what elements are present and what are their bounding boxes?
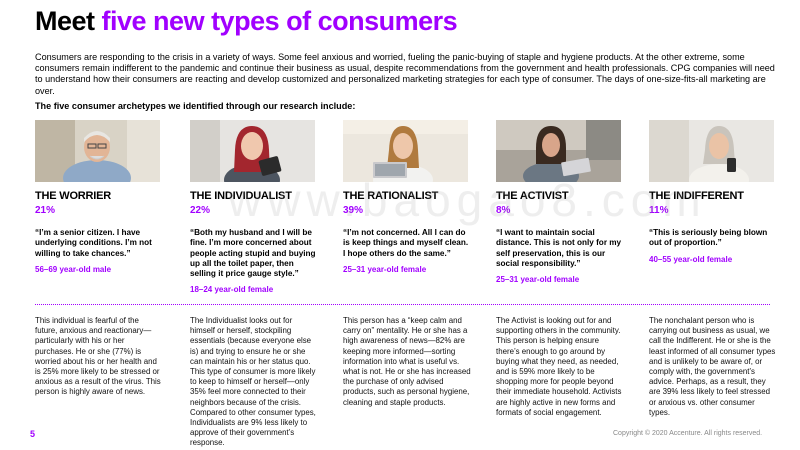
archetype-percent: 39% [343, 205, 364, 216]
archetype-quote: “I’m a senior citizen. I have underlying… [35, 228, 152, 258]
archetype-description-activist: The Activist is looking out for and supp… [496, 316, 622, 417]
archetype-description-indifferent: The nonchalant person who is carrying ou… [649, 316, 776, 417]
title-highlight: five new types of consumers [101, 6, 458, 36]
page-number: 5 [30, 429, 36, 439]
archetype-percent: 21% [35, 205, 56, 216]
archetype-age: 18–24 year-old female [190, 285, 274, 295]
archetype-indifferent: THE INDIFFERENT 11% “This is seriously b… [649, 120, 779, 264]
archetype-name: THE RATIONALIST [343, 190, 439, 202]
archetype-name: THE ACTIVIST [496, 190, 569, 202]
archetype-worrier: THE WORRIER 21% “I’m a senior citizen. I… [35, 120, 165, 274]
archetype-rationalist: THE RATIONALIST 39% “I’m not concerned. … [343, 120, 473, 274]
archetype-percent: 22% [190, 205, 211, 216]
senior-man-photo [35, 120, 160, 182]
archetype-age: 56–69 year-old male [35, 264, 112, 274]
archetype-quote: “This is seriously being blown out of pr… [649, 228, 768, 248]
archetype-name: THE INDIFFERENT [649, 190, 744, 202]
archetype-percent: 8% [496, 205, 511, 216]
archetype-name: THE WORRIER [35, 190, 112, 202]
intro-paragraph: Consumers are responding to the crisis i… [35, 52, 775, 96]
archetype-activist: THE ACTIVIST 8% “I want to maintain soci… [496, 120, 626, 284]
archetype-description-worrier: This individual is fearful of the future… [35, 316, 161, 397]
archetype-percent: 11% [649, 205, 669, 216]
archetype-quote: “I want to maintain social distance. Thi… [496, 228, 622, 268]
woman-laptop-photo [343, 120, 468, 182]
page-title: Meet five new types of consumers [35, 6, 458, 37]
copyright-notice: Copyright © 2020 Accenture. All rights r… [613, 430, 763, 437]
archetype-quote: “I’m not concerned. All I can do is keep… [343, 228, 469, 258]
section-divider [35, 304, 770, 305]
archetype-name: THE INDIVIDUALIST [190, 190, 292, 202]
archetype-quote: “Both my husband and I will be fine. I’m… [190, 228, 316, 279]
woman-sofa-laptop-photo [496, 120, 621, 182]
archetype-description-rationalist: This person has a “keep calm and carry o… [343, 316, 471, 407]
title-prefix: Meet [35, 6, 102, 36]
archetype-age: 40–55 year-old female [649, 254, 733, 264]
young-woman-tablet-photo [190, 120, 315, 182]
archetype-description-individualist: The Individualist looks out for himself … [190, 316, 316, 448]
archetype-individualist: THE INDIVIDUALIST 22% “Both my husband a… [190, 120, 320, 294]
archetype-age: 25–31 year-old female [496, 275, 580, 285]
older-woman-phone-photo [649, 120, 774, 182]
archetype-age: 25–31 year-old female [343, 264, 427, 274]
archetypes-subheading: The five consumer archetypes we identifi… [35, 101, 356, 111]
